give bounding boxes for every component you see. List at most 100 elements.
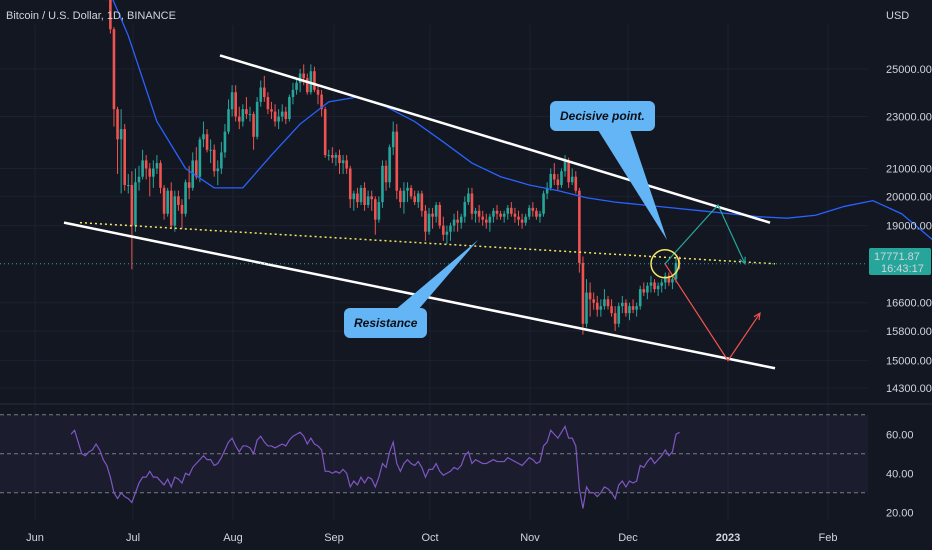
candle (646, 282, 649, 300)
candle (381, 160, 384, 208)
price-tick-label: 20000.00 (886, 191, 932, 203)
candle (216, 160, 220, 186)
candle (402, 182, 406, 214)
resistance-callout-pointer (395, 240, 478, 310)
candle (277, 109, 280, 130)
projection-down-path-arrowhead (753, 312, 761, 321)
price-tag-bg (869, 248, 931, 275)
candle (427, 207, 431, 235)
candle (223, 124, 227, 158)
resistance-callout[interactable]: Resistance (344, 308, 428, 338)
candle (438, 202, 442, 229)
candle (370, 190, 374, 211)
candle (556, 173, 560, 191)
candle (259, 80, 263, 107)
candle (323, 106, 327, 158)
candle (542, 190, 545, 217)
candle (241, 104, 245, 127)
candle (649, 275, 653, 293)
candle (463, 196, 467, 223)
candle (474, 207, 477, 223)
candle (406, 182, 409, 203)
candle (177, 190, 180, 211)
candle (535, 207, 538, 220)
price-tick-label: 14300.00 (886, 383, 932, 395)
candle (442, 216, 445, 241)
candle (209, 139, 212, 164)
rsi-pane (0, 403, 932, 509)
decisive-point-callout[interactable]: Decisive point. (550, 101, 655, 131)
candle (152, 160, 155, 188)
candle (137, 165, 141, 191)
candle (642, 282, 646, 296)
candle (134, 168, 137, 232)
candle (119, 109, 123, 194)
candle (606, 295, 610, 310)
candle (520, 213, 524, 229)
candle (671, 275, 674, 290)
candle (334, 152, 338, 166)
candle (331, 147, 334, 164)
candle (227, 99, 230, 135)
candle (377, 196, 381, 223)
price-tick-label: 15000.00 (886, 356, 932, 368)
candle (313, 66, 316, 93)
candle (595, 295, 599, 317)
candle (599, 299, 603, 317)
resistance-dotted-line[interactable] (79, 221, 776, 265)
candle (513, 207, 517, 223)
candle (109, 0, 112, 34)
price-tick-label: 16600.00 (886, 298, 932, 310)
candle (123, 124, 126, 191)
candle (452, 213, 456, 232)
candle (245, 97, 248, 120)
candle (155, 155, 159, 174)
candle (374, 196, 377, 235)
date-tick-label: Dec (618, 532, 638, 544)
decisive-callout-pointer (598, 130, 667, 240)
candle (234, 85, 237, 122)
rsi-tick-label: 20.00 (886, 507, 914, 519)
candle (477, 204, 481, 223)
candle (270, 101, 273, 120)
candle (284, 106, 288, 125)
candle (663, 272, 667, 290)
channel-upper-line[interactable] (219, 54, 771, 224)
candle (195, 147, 198, 180)
candle (624, 299, 628, 317)
projection-up-path[interactable] (664, 203, 746, 265)
price-tag: 17771.87 16:43:17 (869, 248, 931, 275)
candle (617, 302, 621, 328)
candle (169, 182, 173, 229)
projection-down-path[interactable] (664, 263, 761, 362)
date-tick-label: Jun (26, 532, 44, 544)
candle (524, 213, 527, 226)
candle (327, 149, 331, 161)
candle (660, 279, 663, 293)
candle (159, 160, 162, 194)
candle (148, 163, 152, 197)
candle (366, 190, 370, 208)
currency-label: USD (886, 10, 909, 22)
candle (220, 141, 223, 174)
candle (273, 104, 277, 127)
candle (538, 210, 542, 223)
candle (391, 121, 395, 156)
candle (603, 289, 606, 310)
candle (116, 106, 119, 174)
candle (560, 168, 563, 188)
candle (467, 187, 470, 205)
gridlines (0, 25, 868, 520)
candle (449, 222, 452, 241)
candle (198, 136, 202, 183)
candle (549, 168, 553, 191)
date-tick-label: 2023 (716, 532, 740, 544)
candle (341, 155, 345, 174)
candle (553, 163, 556, 186)
decisive-point-circle[interactable] (650, 249, 680, 279)
candle (635, 302, 638, 317)
candle (130, 171, 134, 270)
date-tick-label: Aug (223, 532, 243, 544)
candle (506, 204, 510, 220)
